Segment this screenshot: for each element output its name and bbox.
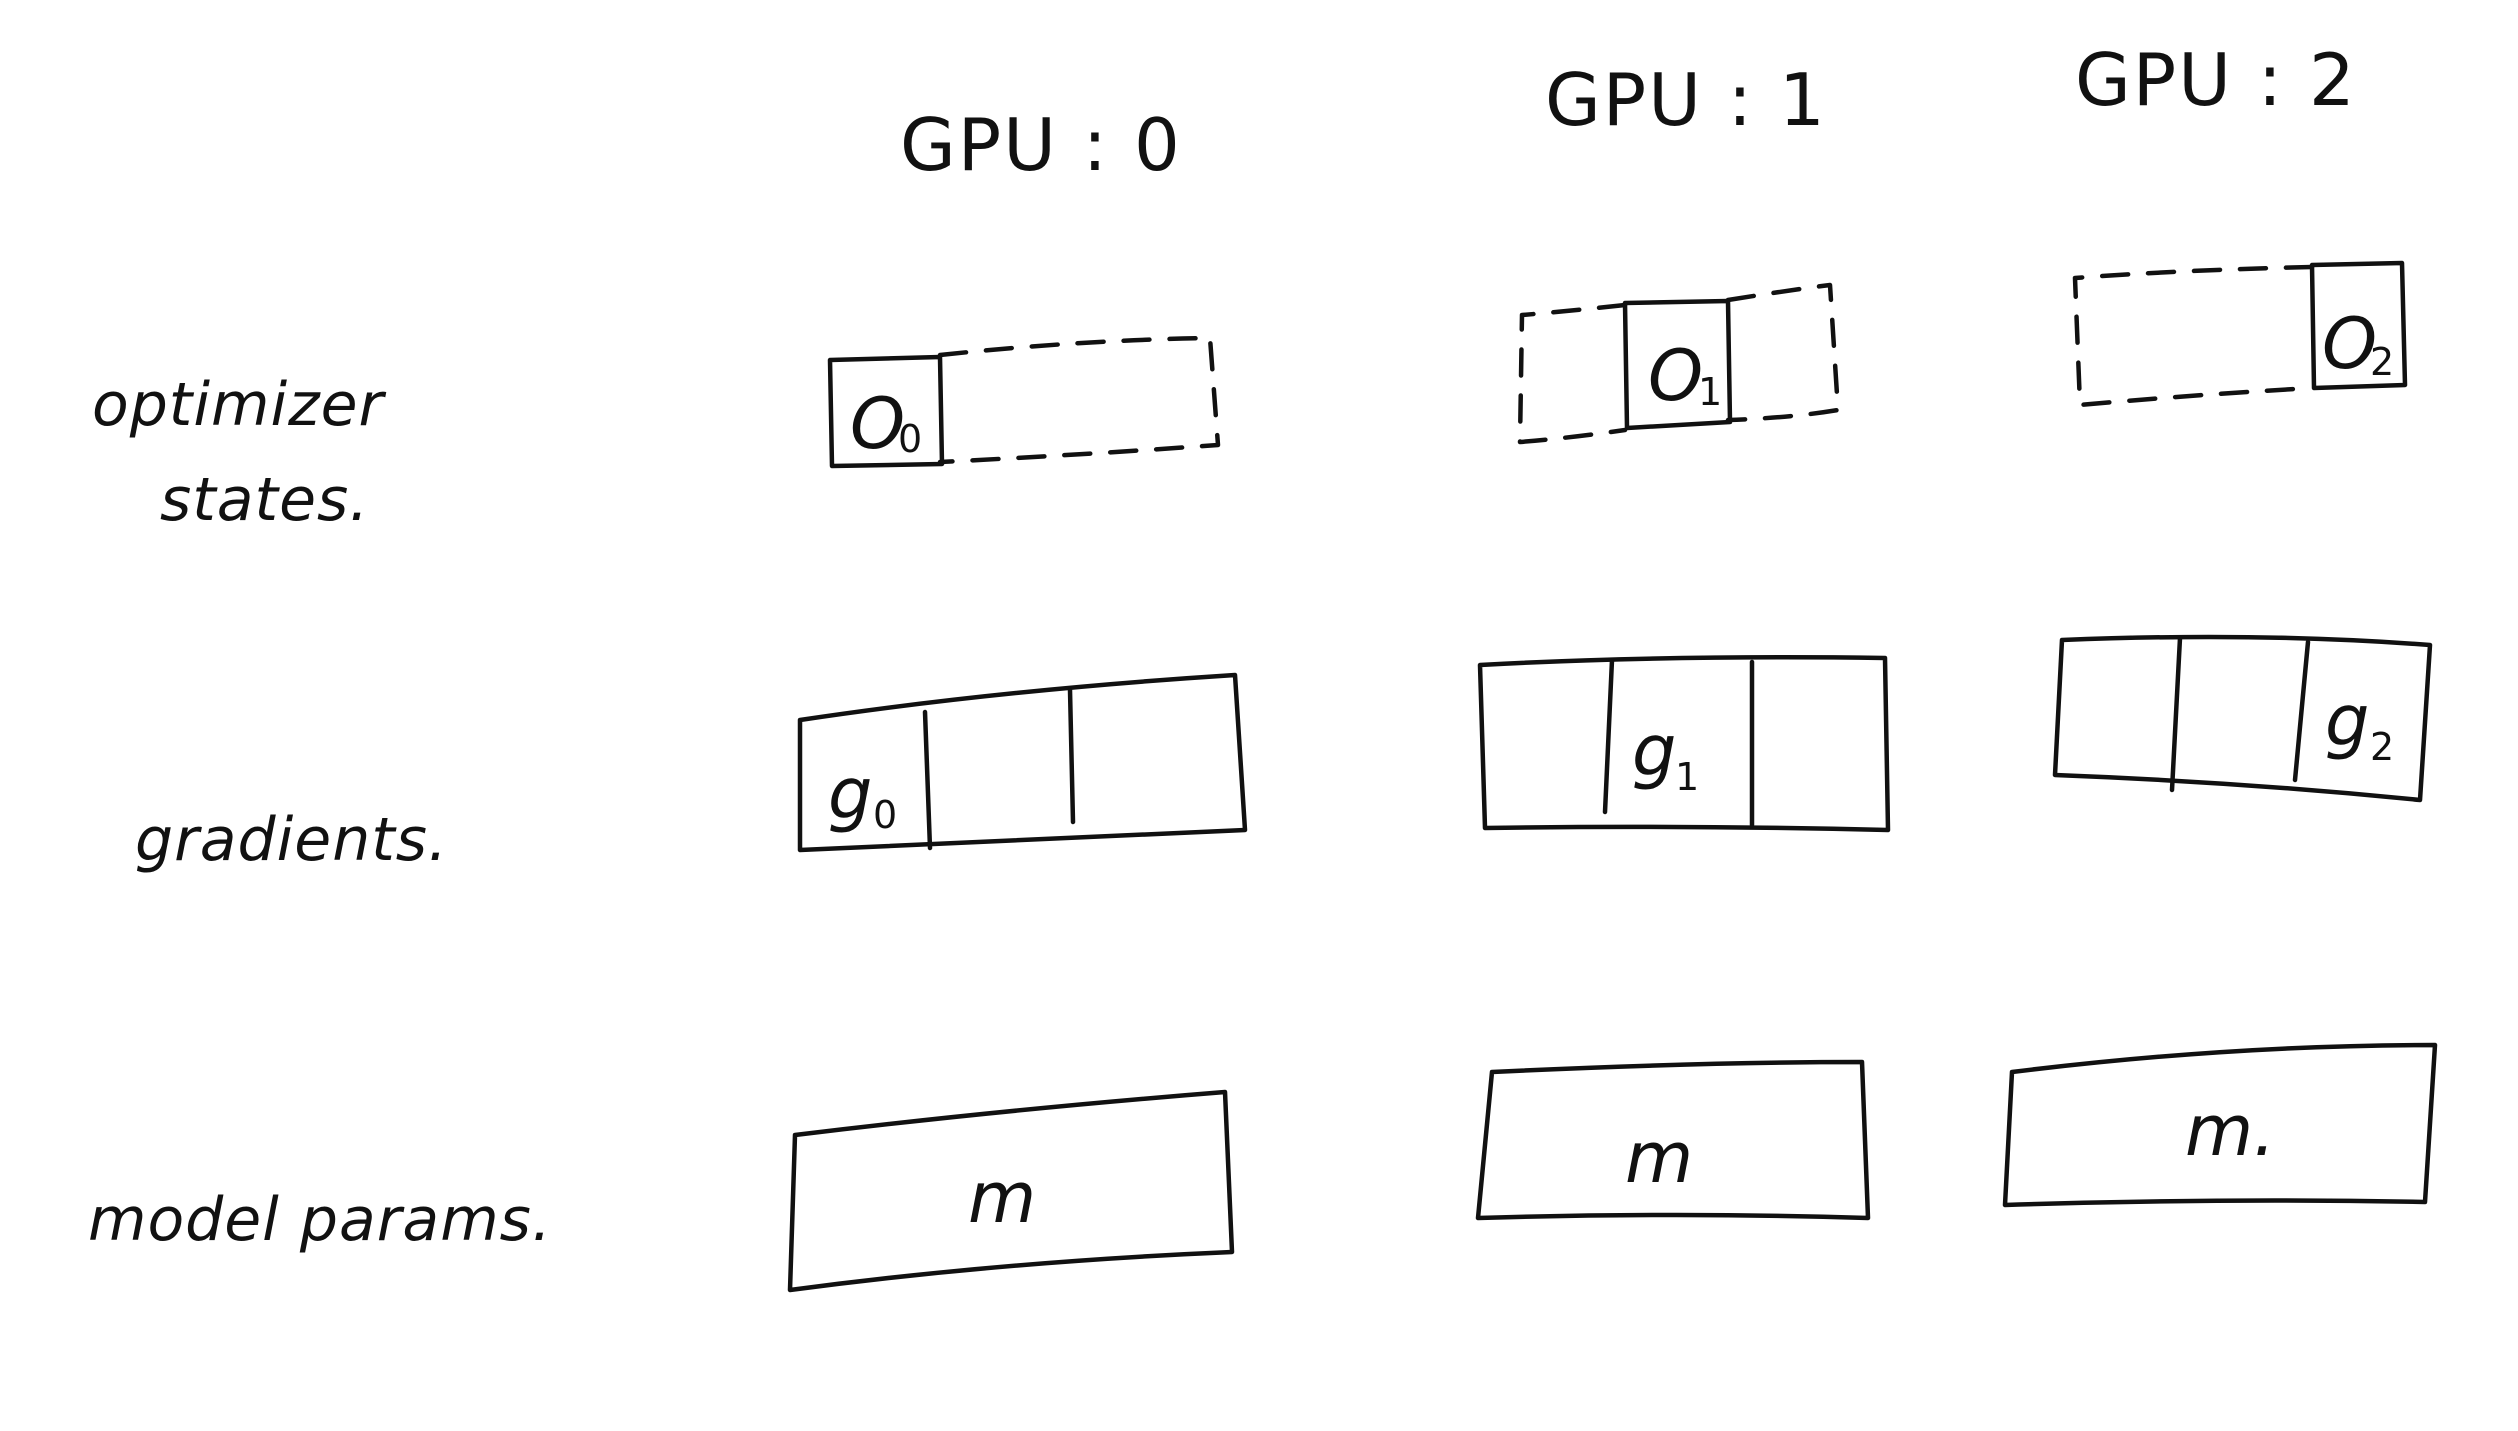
optimizer-dashed-outline (937, 335, 1221, 465)
gradient-divider (2169, 635, 2183, 793)
optimizer-dashed-outline (2072, 264, 2315, 408)
optimizer-shard-gpu-0: O 0 (827, 335, 1221, 469)
optimizer-symbol-2: O (2322, 303, 2377, 385)
gradient-subscript-1: 1 (1675, 755, 1699, 799)
param-buffer-outline (787, 1089, 1235, 1293)
gradients-shard-gpu-1: g 1 (1477, 655, 1891, 833)
params-gpu-2: m. (2002, 1042, 2438, 1208)
optimizer-shard-gpu-2: O 2 (2072, 260, 2408, 408)
optimizer-dashed-outline-right (1725, 282, 1841, 423)
gradient-symbol-2: g (2325, 680, 2369, 762)
gradient-divider (1602, 657, 1615, 815)
param-label-0: m (968, 1157, 1036, 1239)
optimizer-subscript-0: 0 (898, 417, 922, 461)
optimizer-subscript-2: 2 (2370, 340, 2394, 384)
param-label-2: m. (2185, 1090, 2275, 1172)
gradient-subscript-2: 2 (2370, 725, 2394, 769)
optimizer-symbol-1: O (1648, 335, 1703, 417)
row-label-optimizer-line1: optimizer (92, 370, 387, 440)
param-buffer-outline (1475, 1059, 1871, 1221)
row-label-model-params: model params. (88, 1185, 552, 1255)
gradients-shard-gpu-0: g 0 (797, 672, 1248, 853)
optimizer-dashed-outline-left (1517, 302, 1628, 445)
optimizer-partition-box (2309, 260, 2408, 391)
gradient-buffer-outline (2052, 634, 2433, 803)
param-buffer-outline (2002, 1042, 2438, 1208)
gradient-divider (922, 709, 933, 851)
gradient-buffer-outline (797, 672, 1248, 853)
optimizer-subscript-1: 1 (1698, 370, 1722, 414)
gradient-divider (1067, 687, 1076, 825)
gradient-buffer-outline (1477, 655, 1891, 833)
gradient-divider (2292, 639, 2311, 783)
params-gpu-0: m (787, 1089, 1235, 1293)
optimizer-shard-gpu-1: O 1 (1517, 282, 1841, 445)
gradient-symbol-1: g (1632, 710, 1676, 792)
optimizer-partition-box (1622, 298, 1733, 431)
gradients-shard-gpu-2: g 2 (2052, 634, 2433, 803)
optimizer-symbol-0: O (850, 383, 905, 465)
gpu-2-label: GPU : 2 (2075, 38, 2357, 122)
row-label-optimizer-line2: states. (160, 465, 369, 535)
param-label-1: m (1625, 1117, 1693, 1199)
params-gpu-1: m (1475, 1059, 1871, 1221)
gpu-1-label: GPU : 1 (1545, 58, 1827, 142)
row-label-gradients: gradients. (135, 805, 448, 875)
gpu-0-label: GPU : 0 (900, 103, 1182, 187)
optimizer-partition-box (827, 354, 945, 469)
gradient-subscript-0: 0 (873, 793, 897, 837)
gradient-symbol-0: g (828, 753, 872, 835)
